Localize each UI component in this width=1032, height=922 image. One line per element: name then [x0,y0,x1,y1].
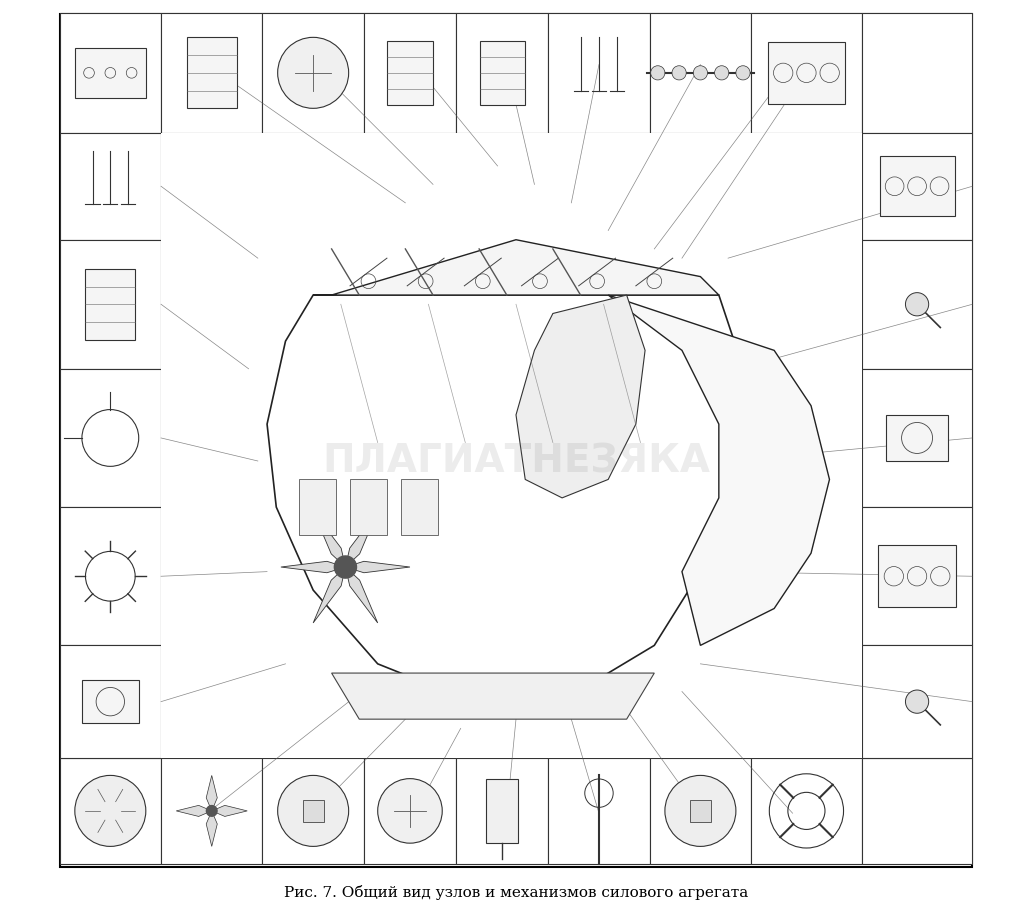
Circle shape [905,292,929,316]
Bar [768,41,845,104]
Bar [60,758,161,864]
Polygon shape [516,295,645,498]
Text: ПЛАГИАТНЕЗЯКА: ПЛАГИАТНЕЗЯКА [322,442,710,480]
Circle shape [714,65,729,80]
Circle shape [75,775,146,846]
Bar [60,133,161,240]
Polygon shape [176,806,212,816]
Bar [862,133,972,240]
Polygon shape [212,806,248,816]
Bar [161,13,262,133]
Bar [364,758,456,864]
Circle shape [672,65,686,80]
Bar [387,41,432,105]
Bar [350,479,387,535]
Polygon shape [346,511,378,567]
Polygon shape [281,561,346,573]
Bar [262,758,364,864]
Bar [886,415,948,461]
Polygon shape [313,511,346,567]
Bar [862,507,972,645]
Bar [161,133,862,758]
Bar [60,13,161,133]
Polygon shape [206,775,218,811]
Bar [751,13,862,133]
Polygon shape [313,567,346,623]
Bar [187,38,236,108]
Circle shape [278,775,349,846]
Circle shape [694,65,708,80]
Bar [86,269,135,340]
Bar [480,41,524,105]
Bar [364,13,456,133]
Bar [486,778,518,843]
Bar [60,645,161,758]
Polygon shape [313,240,719,295]
Bar [862,645,972,758]
Circle shape [206,806,217,816]
Bar [299,479,336,535]
Bar [60,507,161,645]
Polygon shape [267,295,755,701]
Circle shape [736,65,750,80]
Bar [60,369,161,507]
Bar [862,758,972,864]
Bar [548,13,650,133]
Polygon shape [331,673,654,719]
Circle shape [278,38,349,108]
Polygon shape [206,811,218,846]
Bar [650,758,751,864]
Bar [689,800,711,822]
Bar [262,13,364,133]
Bar [75,48,146,98]
Bar [548,758,650,864]
Polygon shape [608,295,830,645]
Bar [400,479,438,535]
Circle shape [378,778,443,843]
Polygon shape [346,561,410,573]
Circle shape [665,775,736,846]
Bar [879,157,955,216]
Bar [878,545,956,608]
Bar [862,240,972,369]
Bar [60,240,161,369]
Circle shape [651,65,665,80]
Bar [862,13,972,133]
Bar [456,758,548,864]
Bar [862,369,972,507]
Bar [82,680,138,723]
Bar [161,758,262,864]
Text: Рис. 7. Общий вид узлов и механизмов силового агрегата: Рис. 7. Общий вид узлов и механизмов сил… [284,885,748,900]
Circle shape [905,690,929,714]
Bar [302,800,324,822]
Bar [650,13,751,133]
Bar [751,758,862,864]
Bar [456,13,548,133]
Circle shape [334,556,356,578]
Polygon shape [346,567,378,623]
